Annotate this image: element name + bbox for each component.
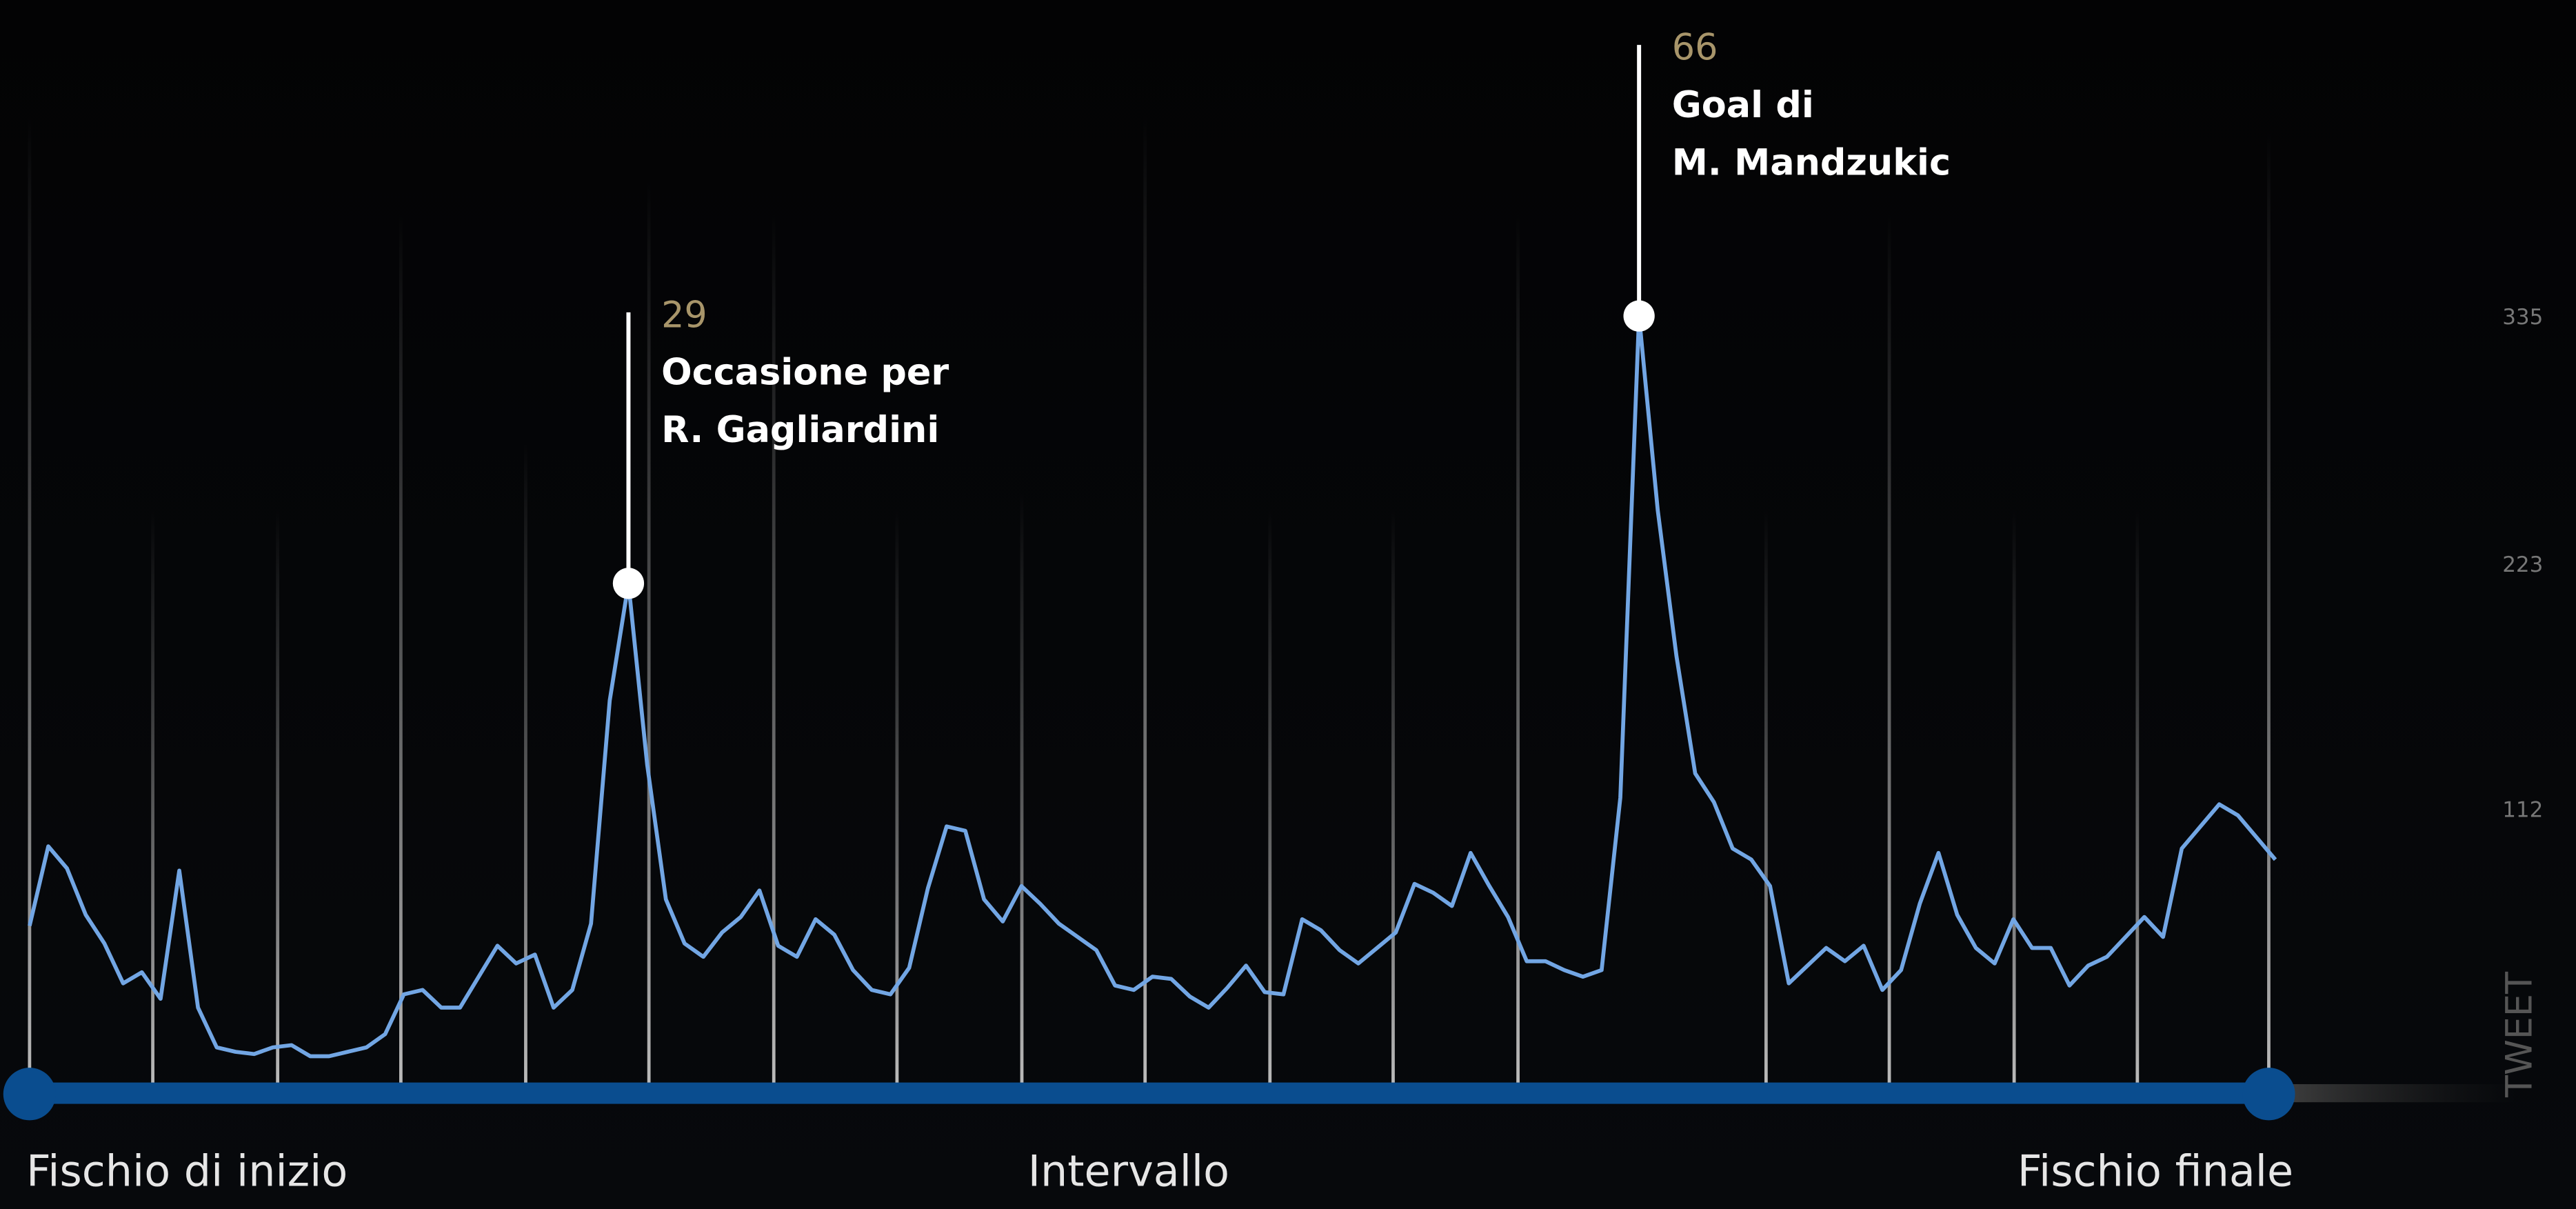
annotation-text: Occasione per [661, 352, 949, 394]
minute-line [1143, 114, 1147, 1084]
minute-line [276, 509, 280, 1084]
x-label: Fischio di inizio [26, 1147, 348, 1197]
minute-line [1020, 492, 1024, 1084]
minute-line [1887, 213, 1891, 1084]
minute-line [772, 213, 776, 1084]
minute-line [647, 180, 651, 1084]
y-axis-label: TWEET [2499, 971, 2541, 1098]
timeline-start [3, 1068, 57, 1121]
annotation-minute: 66 [1672, 27, 1718, 69]
minute-line [524, 443, 527, 1084]
minute-line [1516, 213, 1520, 1084]
annotation-text: M. Mandzukic [1672, 141, 1951, 183]
minute-lines [28, 114, 2271, 1084]
minute-line [1391, 509, 1395, 1084]
tweet-line [28, 314, 2277, 1059]
y-tick-label: 112 [2502, 798, 2543, 823]
annotation-marker [1623, 300, 1655, 332]
timeline-bar [29, 1082, 2269, 1104]
x-label: Intervallo [1028, 1147, 1229, 1197]
annotation-text: Goal di [1672, 84, 1814, 126]
minute-line [2135, 509, 2140, 1084]
minute-line [2267, 131, 2271, 1084]
minute-line [895, 509, 899, 1084]
y-tick-label: 335 [2502, 305, 2543, 330]
y-tick-label: 223 [2502, 552, 2543, 577]
timeline-end [2242, 1068, 2295, 1121]
minute-line [28, 114, 32, 1084]
annotation-minute: 29 [661, 294, 707, 336]
x-label: Fischio finale [2017, 1147, 2293, 1197]
minute-line [151, 509, 154, 1084]
minute-line [399, 213, 403, 1084]
minute-line [1268, 509, 1272, 1084]
annotation-marker [612, 568, 645, 599]
minute-line [2012, 509, 2016, 1084]
timeline-tail [2268, 1083, 2515, 1103]
minute-line [1764, 509, 1768, 1084]
annotation-text: R. Gagliardini [661, 409, 939, 451]
